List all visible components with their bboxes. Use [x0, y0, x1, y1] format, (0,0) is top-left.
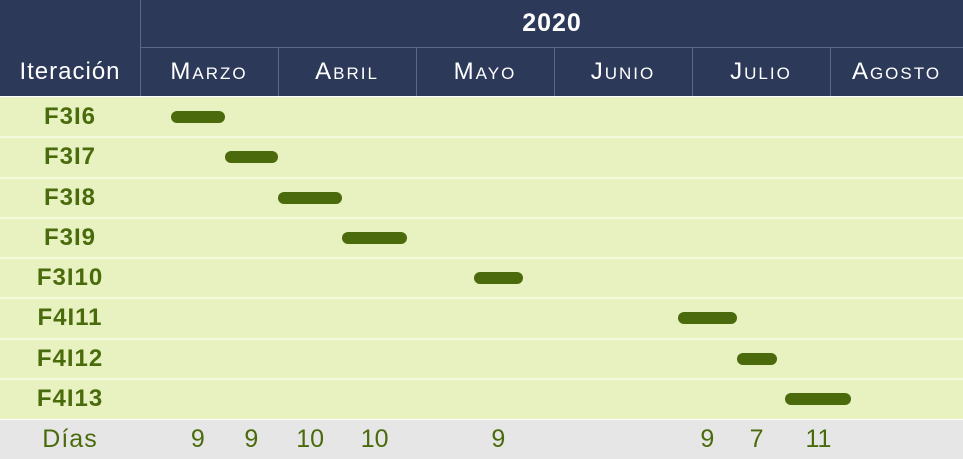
iteration-bar [785, 392, 852, 405]
day-count: 10 [296, 425, 325, 453]
header-divider [140, 0, 141, 96]
row-divider [0, 297, 963, 300]
day-count: 9 [190, 425, 205, 453]
month-separator [692, 48, 693, 96]
iteration-label: F3I9 [43, 223, 97, 251]
day-count: 9 [244, 425, 259, 453]
row-divider [0, 216, 963, 219]
month-label-mayo: Mayo [453, 58, 517, 85]
month-label-junio: Junio [590, 58, 656, 85]
day-count: 9 [700, 425, 715, 453]
iteration-bar [171, 111, 225, 124]
iteration-bar [736, 352, 777, 365]
month-separator [416, 48, 417, 96]
day-count: 9 [491, 425, 506, 453]
day-count: 7 [749, 425, 764, 453]
iteration-label: F3I7 [43, 143, 97, 171]
iteration-label: F3I10 [36, 264, 104, 291]
month-label-julio: Julio [730, 58, 792, 85]
row-divider [0, 136, 963, 139]
iteration-label: F4I11 [37, 304, 103, 332]
iteration-bar [342, 231, 407, 244]
iteration-bar [473, 272, 523, 285]
iteration-bar [278, 191, 343, 204]
iteration-column-header: Iteración [19, 58, 121, 85]
row-divider [0, 377, 963, 380]
header-background [0, 0, 963, 96]
year-divider [140, 47, 963, 48]
days-label: Días [42, 425, 98, 453]
month-label-agosto: Agosto [851, 58, 942, 85]
month-separator [278, 48, 279, 96]
row-divider [0, 257, 963, 259]
day-count: 11 [805, 425, 832, 453]
month-label-marzo: Marzo [170, 58, 248, 85]
iteration-label: F3I8 [43, 183, 97, 211]
iteration-label: F4I13 [36, 384, 104, 412]
month-label-abril: Abril [315, 58, 379, 85]
month-separator [830, 48, 831, 96]
row-divider [0, 337, 963, 340]
iteration-label: F3I6 [43, 103, 97, 130]
iteration-label: F4I12 [36, 344, 104, 372]
iteration-bar [678, 312, 737, 325]
day-count: 10 [360, 425, 389, 453]
month-separator [554, 48, 555, 96]
iteration-bar [224, 151, 278, 164]
row-divider [0, 176, 963, 179]
year-label: 2020 [522, 9, 582, 37]
footer-background [0, 420, 963, 459]
